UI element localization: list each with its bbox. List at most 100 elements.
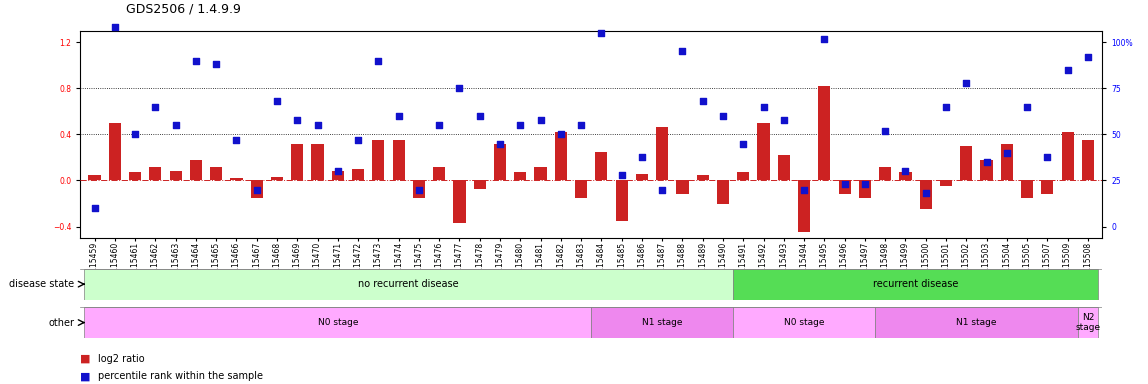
Bar bbox=[859, 180, 871, 198]
Bar bbox=[758, 123, 769, 180]
Bar bbox=[777, 155, 790, 180]
Bar bbox=[514, 172, 526, 180]
Point bbox=[855, 181, 874, 187]
Bar bbox=[1041, 180, 1054, 194]
Point bbox=[897, 168, 915, 174]
Point bbox=[430, 122, 449, 128]
Text: N2
stage: N2 stage bbox=[1076, 313, 1101, 332]
Text: N1 stage: N1 stage bbox=[956, 318, 996, 327]
Bar bbox=[1062, 132, 1073, 180]
Point bbox=[370, 58, 388, 64]
Bar bbox=[393, 140, 405, 180]
Point bbox=[957, 80, 976, 86]
Point bbox=[106, 25, 124, 31]
Bar bbox=[1021, 180, 1033, 198]
Bar bbox=[615, 180, 628, 221]
Bar bbox=[535, 167, 546, 180]
Bar bbox=[85, 269, 734, 300]
Bar bbox=[372, 140, 385, 180]
Bar bbox=[940, 180, 952, 186]
Point bbox=[146, 104, 164, 110]
Point bbox=[328, 168, 347, 174]
Bar bbox=[453, 180, 466, 223]
Point bbox=[187, 58, 205, 64]
Bar bbox=[332, 171, 344, 180]
Text: N0 stage: N0 stage bbox=[784, 318, 824, 327]
Point bbox=[267, 98, 286, 104]
Point bbox=[309, 122, 327, 128]
Bar bbox=[980, 160, 993, 180]
Bar bbox=[413, 180, 425, 198]
Bar bbox=[474, 180, 486, 189]
Bar bbox=[494, 144, 506, 180]
Bar bbox=[1081, 140, 1094, 180]
Bar bbox=[879, 167, 891, 180]
Point bbox=[126, 131, 145, 137]
Point bbox=[998, 150, 1016, 156]
Bar bbox=[85, 307, 591, 338]
Bar bbox=[575, 180, 587, 198]
Bar bbox=[734, 307, 875, 338]
Point bbox=[693, 98, 712, 104]
Bar bbox=[149, 167, 162, 180]
Text: N1 stage: N1 stage bbox=[642, 318, 682, 327]
Point bbox=[977, 159, 995, 165]
Point bbox=[288, 117, 307, 123]
Bar bbox=[676, 180, 689, 194]
Point bbox=[572, 122, 590, 128]
Point bbox=[876, 127, 894, 134]
Point bbox=[1018, 104, 1037, 110]
Text: ■: ■ bbox=[80, 371, 91, 381]
Text: recurrent disease: recurrent disease bbox=[872, 279, 959, 289]
Bar bbox=[875, 307, 1078, 338]
Bar bbox=[88, 175, 101, 180]
Point bbox=[491, 141, 510, 147]
Bar bbox=[129, 172, 141, 180]
Point bbox=[754, 104, 773, 110]
Bar bbox=[716, 180, 729, 204]
Text: no recurrent disease: no recurrent disease bbox=[358, 279, 459, 289]
Point bbox=[592, 30, 611, 36]
Point bbox=[349, 137, 367, 143]
Point bbox=[1079, 54, 1097, 60]
Point bbox=[612, 172, 630, 178]
Point bbox=[633, 154, 651, 160]
Point bbox=[450, 85, 468, 91]
Point bbox=[794, 187, 813, 193]
Bar bbox=[819, 86, 830, 180]
Point bbox=[1058, 67, 1077, 73]
Bar bbox=[798, 180, 810, 232]
Bar bbox=[189, 160, 202, 180]
Bar bbox=[271, 177, 284, 180]
Bar bbox=[109, 123, 121, 180]
Point bbox=[714, 113, 732, 119]
Bar bbox=[170, 171, 181, 180]
Bar bbox=[292, 144, 303, 180]
Point bbox=[1038, 154, 1056, 160]
Bar bbox=[433, 167, 445, 180]
Bar bbox=[596, 152, 607, 180]
Text: percentile rank within the sample: percentile rank within the sample bbox=[98, 371, 263, 381]
Bar bbox=[734, 269, 1097, 300]
Bar bbox=[657, 127, 668, 180]
Point bbox=[775, 117, 793, 123]
Point bbox=[85, 205, 103, 211]
Bar bbox=[920, 180, 932, 209]
Point bbox=[937, 104, 955, 110]
Point bbox=[552, 131, 571, 137]
Bar bbox=[1078, 307, 1097, 338]
Point bbox=[471, 113, 489, 119]
Point bbox=[836, 181, 854, 187]
Point bbox=[511, 122, 529, 128]
Bar bbox=[554, 132, 567, 180]
Bar bbox=[1001, 144, 1013, 180]
Bar bbox=[352, 169, 364, 180]
Point bbox=[734, 141, 752, 147]
Point bbox=[916, 190, 934, 197]
Text: other: other bbox=[48, 318, 75, 328]
Bar bbox=[737, 172, 750, 180]
Text: N0 stage: N0 stage bbox=[318, 318, 358, 327]
Text: log2 ratio: log2 ratio bbox=[98, 354, 145, 364]
Bar bbox=[960, 146, 972, 180]
Text: disease state: disease state bbox=[9, 279, 75, 289]
